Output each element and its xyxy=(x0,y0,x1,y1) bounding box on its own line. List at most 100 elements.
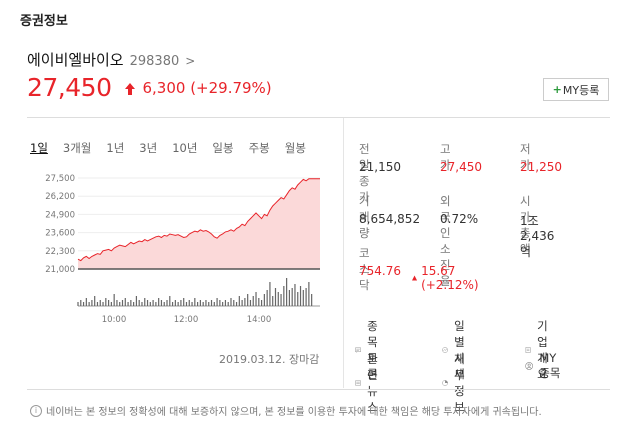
high-label: 고가 xyxy=(440,142,451,172)
y-tick-label: 27,500 xyxy=(45,174,75,184)
volume-bar xyxy=(208,302,210,306)
high-value: 27,450 xyxy=(440,160,482,174)
news-link-label: 관련뉴스 xyxy=(367,352,378,414)
tab-3year[interactable]: 3년 xyxy=(139,141,158,155)
volume-bar xyxy=(302,290,304,306)
volume-bar xyxy=(183,298,185,306)
volume-bar xyxy=(96,302,99,306)
volume-bar xyxy=(202,302,204,306)
disclaimer: i 네이버는 본 정보의 정확성에 대해 보증하지 않으며, 본 정보를 이용한… xyxy=(30,403,542,418)
volume-bar xyxy=(235,302,238,306)
y-tick-label: 22,300 xyxy=(45,247,75,257)
price-row: 27,450 6,300 (+29.79%) xyxy=(27,73,272,102)
news-link[interactable]: 관련뉴스 xyxy=(355,351,386,415)
volume-bar xyxy=(169,296,171,306)
volume-bar xyxy=(133,302,135,306)
tab-3month[interactable]: 3개월 xyxy=(62,141,92,155)
volume-bar xyxy=(141,302,143,306)
prev-close-value: 21,150 xyxy=(359,160,401,174)
volume-bar xyxy=(263,294,265,306)
tab-10year[interactable]: 10년 xyxy=(172,141,198,155)
daily-price-link-label: 일별시세 xyxy=(454,319,465,381)
y-tick-label: 26,200 xyxy=(45,192,75,202)
volume-bar xyxy=(149,302,151,306)
volume-bar xyxy=(185,302,188,306)
x-tick-label: 12:00 xyxy=(174,315,199,325)
financial-info-link[interactable]: 재무정보 xyxy=(442,351,473,415)
add-my-stock-button[interactable]: + MY등록 xyxy=(543,78,609,101)
tab-1day[interactable]: 1일 xyxy=(30,141,48,155)
volume-bar xyxy=(255,292,257,306)
divider xyxy=(343,118,344,388)
daily-price-link[interactable]: 일별시세 xyxy=(442,318,473,382)
price-chart[interactable]: 27,500 26,200 24,900 23,600 22,300 21,000 10:0… xyxy=(30,166,325,326)
volume-bar xyxy=(116,300,118,306)
volume-bar xyxy=(227,302,229,306)
volume-bar xyxy=(94,296,96,306)
x-tick-label: 14:00 xyxy=(247,315,272,325)
tab-weekly-candle[interactable]: 주봉 xyxy=(248,141,270,155)
date-status: 2019.03.12. 장마감 xyxy=(219,353,320,366)
speech-bubble-icon xyxy=(355,347,361,353)
volume-bar xyxy=(158,298,160,306)
plus-icon: + xyxy=(552,83,562,96)
volume-bar xyxy=(241,300,243,306)
volume-bar xyxy=(99,300,101,306)
volume-bar xyxy=(291,288,293,306)
stock-header[interactable]: 에이비엘바이오 298380 > xyxy=(27,49,195,70)
volume-bar xyxy=(77,302,79,306)
period-tabs: 1일 3개월 1년 3년 10년 일봉 주봉 월봉 xyxy=(30,140,306,156)
volume-bar xyxy=(266,290,268,306)
tab-1year[interactable]: 1년 xyxy=(106,141,125,155)
volume-bar xyxy=(244,298,246,306)
volume-bar xyxy=(247,294,249,306)
up-triangle-icon xyxy=(412,275,418,281)
index-change-value: 15.67 (+2.12%) xyxy=(421,264,479,292)
my-stocks-link[interactable]: MY종목 xyxy=(525,351,562,381)
index-value: 754.76 xyxy=(359,264,401,278)
volume-bar xyxy=(197,302,199,306)
volume-bar xyxy=(269,282,271,306)
volume-bar xyxy=(155,302,157,306)
stock-code[interactable]: 298380 xyxy=(129,54,180,69)
price-line xyxy=(77,178,320,262)
divider xyxy=(27,389,610,390)
volume-bar xyxy=(130,300,132,306)
forum-link-label: 종목토론 xyxy=(367,319,378,381)
info-icon: i xyxy=(30,404,42,417)
stock-name[interactable]: 에이비엘바이오 xyxy=(27,51,124,69)
volume-bar xyxy=(297,292,299,306)
volume-bar xyxy=(294,284,296,306)
market-cap-label: 시가 총액 xyxy=(520,194,531,256)
volume-bar xyxy=(119,302,121,306)
volume-bar xyxy=(299,286,302,306)
volume-bar xyxy=(205,300,207,306)
volume-bar xyxy=(127,302,129,306)
volume-bar xyxy=(177,302,179,306)
volume-bar xyxy=(210,300,213,306)
forum-link[interactable]: 종목토론 xyxy=(355,318,386,382)
disclaimer-text: 네이버는 본 정보의 정확성에 대해 보증하지 않으며, 본 정보를 이용한 투… xyxy=(46,407,542,418)
tab-monthly-candle[interactable]: 월봉 xyxy=(284,141,306,155)
volume-bar xyxy=(166,300,168,306)
tab-daily-candle[interactable]: 일봉 xyxy=(212,141,234,155)
volume-bar xyxy=(233,300,235,306)
volume-bar xyxy=(280,294,282,306)
volume-label: 거래량 xyxy=(359,194,370,240)
volume-bar xyxy=(121,300,124,306)
volume-bar xyxy=(171,302,174,306)
volume-bar xyxy=(305,288,307,306)
section-title: 증권정보 xyxy=(20,14,68,29)
company-overview-link[interactable]: 기업개요 xyxy=(525,318,556,382)
volume-bar xyxy=(152,300,154,306)
index-change: 15.67 (+2.12%) xyxy=(412,264,482,292)
volume-bar xyxy=(113,294,115,306)
volume-bar xyxy=(288,290,291,306)
user-icon xyxy=(525,362,534,370)
volume-bar xyxy=(238,296,240,306)
news-icon xyxy=(355,380,361,386)
chevron-right-icon[interactable]: > xyxy=(185,54,196,68)
prev-close-label: 전일종가 xyxy=(359,142,370,204)
volume-bar xyxy=(260,300,263,306)
volume-bar xyxy=(277,292,279,306)
